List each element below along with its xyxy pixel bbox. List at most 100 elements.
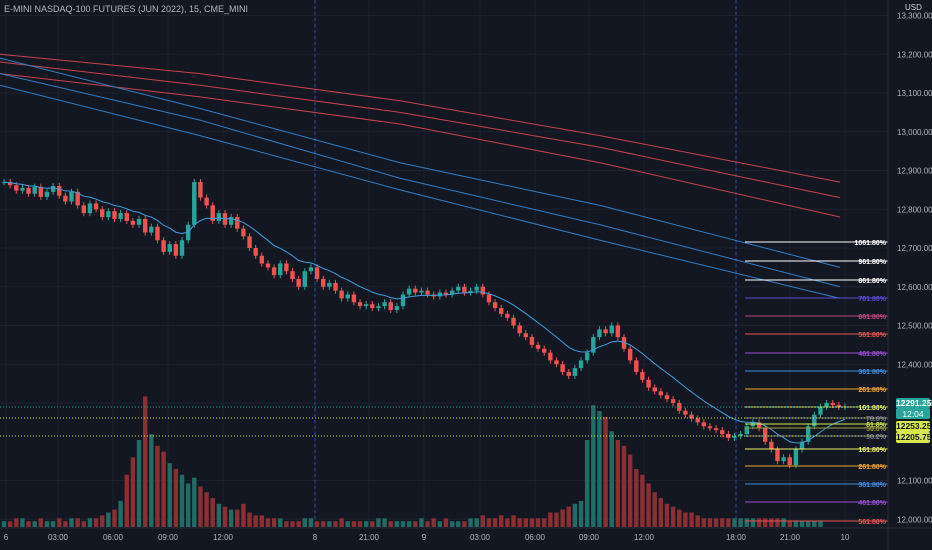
volume-bar: [474, 518, 479, 527]
volume-bar: [155, 445, 160, 527]
candle: [425, 290, 430, 295]
fib-level-label: 461.80%: [858, 351, 886, 358]
candle: [664, 395, 670, 400]
candle: [499, 308, 504, 314]
volume-bar: [634, 469, 639, 527]
candle: [351, 294, 357, 303]
candle: [732, 435, 737, 438]
fib-level-label: 461.80%: [858, 500, 886, 507]
volume-bar: [63, 521, 68, 527]
candle: [449, 290, 455, 295]
fib-level-label: 261.80%: [858, 464, 886, 471]
candle: [781, 457, 786, 462]
candle: [584, 352, 590, 361]
volume-bar: [511, 515, 516, 527]
candle: [836, 404, 842, 407]
candle: [634, 360, 639, 372]
candle: [670, 399, 676, 403]
volume-bar: [210, 498, 215, 527]
volume-bar: [627, 454, 633, 527]
price-label: 12,900.00: [897, 167, 932, 176]
volume-bar: [548, 512, 553, 527]
candle: [198, 182, 203, 198]
price-label: 12,100.00: [897, 477, 932, 486]
volume-bar: [591, 405, 596, 527]
volume-bar: [363, 521, 369, 527]
volume-bar: [296, 521, 301, 527]
volume-bar: [572, 503, 578, 527]
volume-bar: [228, 509, 234, 527]
candle: [363, 304, 369, 307]
volume-bar: [112, 509, 117, 527]
volume-bar: [713, 518, 719, 527]
volume-bar: [26, 521, 31, 527]
moving-average-line: [0, 84, 841, 299]
fib-level-label: 661.80%: [858, 314, 886, 321]
candle: [20, 187, 25, 191]
candle: [382, 302, 387, 307]
candle: [652, 387, 657, 392]
candle: [793, 449, 799, 465]
price-label: 12,700.00: [897, 244, 932, 253]
volume-bar: [812, 521, 817, 527]
volume-bar: [499, 515, 504, 527]
time-label: 18:00: [726, 533, 747, 542]
candle: [100, 209, 105, 217]
volume-bar: [75, 518, 80, 527]
candle: [591, 337, 596, 353]
level-tag-a: 12253.25: [896, 421, 932, 432]
candle: [388, 302, 393, 310]
candle: [259, 255, 265, 264]
volume-bar: [597, 411, 602, 527]
time-label: 10: [841, 533, 850, 542]
currency-label[interactable]: USD: [905, 3, 922, 12]
candle: [284, 263, 289, 272]
volume-bar: [456, 521, 461, 527]
candle: [658, 391, 664, 396]
candle: [345, 294, 350, 299]
bar-countdown: 12:04: [896, 409, 930, 419]
volume-bar: [769, 518, 774, 527]
candle: [394, 306, 400, 310]
candle: [308, 267, 314, 272]
volume-bar: [720, 518, 725, 527]
volume-bar: [584, 440, 590, 527]
volume-bar: [535, 518, 541, 527]
volume-bar: [259, 515, 265, 527]
candle: [75, 191, 80, 206]
fib-level-label: 161.80%: [858, 405, 886, 412]
candle: [830, 403, 835, 405]
volume-bar: [351, 521, 357, 527]
volume-bar: [670, 506, 676, 527]
candle: [738, 434, 743, 436]
volume-bar: [701, 518, 707, 527]
volume-bar: [69, 518, 74, 527]
volume-bar: [179, 474, 185, 527]
candle: [57, 186, 62, 196]
volume-bar: [756, 518, 762, 527]
volume-bar: [615, 440, 621, 527]
volume-bar: [20, 518, 25, 527]
moving-average-line: [0, 57, 841, 268]
candle: [112, 211, 117, 219]
candle: [63, 195, 68, 202]
volume-bar: [707, 518, 713, 527]
candle: [511, 317, 516, 326]
volume-bar: [308, 518, 314, 527]
candle: [302, 271, 307, 287]
candle: [333, 282, 338, 291]
candle: [130, 220, 136, 225]
candle: [762, 428, 768, 442]
candle: [370, 304, 375, 309]
volume-bar: [542, 518, 547, 527]
symbol-title[interactable]: E-MINI NASDAQ-100 FUTURES (JUN 2022), 15…: [4, 4, 249, 14]
volume-bar: [14, 518, 19, 527]
price-label: 13,200.00: [897, 50, 932, 59]
volume-bar: [646, 483, 651, 527]
volume-bar: [603, 416, 608, 527]
volume-bar: [265, 518, 271, 527]
candle: [492, 302, 498, 309]
volume-bar: [658, 498, 664, 527]
